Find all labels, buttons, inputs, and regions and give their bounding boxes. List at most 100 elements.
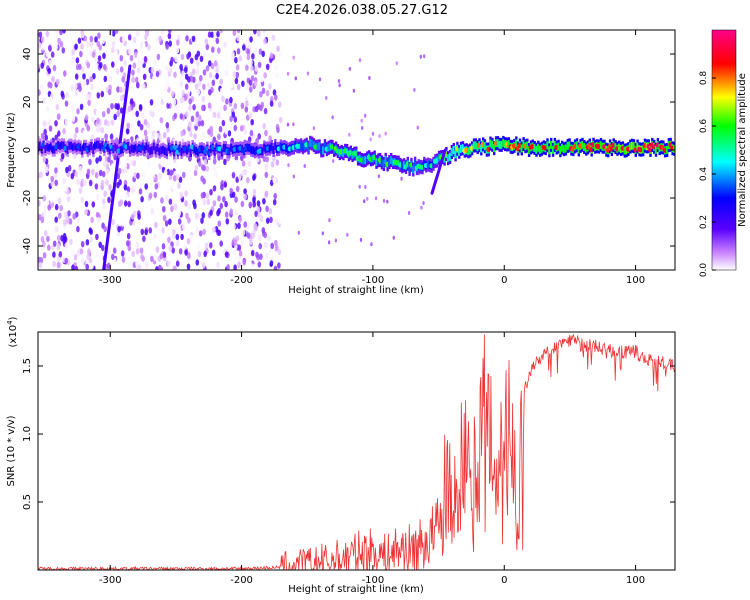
- heatmap-cell: [159, 266, 164, 270]
- heatmap-cell: [195, 68, 200, 75]
- heatmap-cell: [260, 76, 264, 83]
- snr-y-label: SNR (10 * v/v): [6, 415, 17, 486]
- heatmap-cell: [218, 175, 222, 183]
- heatmap-cell: [71, 250, 75, 257]
- heatmap-cell: [161, 227, 165, 234]
- heatmap-cell: [127, 34, 132, 41]
- heatmap-cell: [452, 146, 455, 154]
- heatmap-cell: [180, 264, 185, 270]
- heatmap-cell: [60, 153, 65, 160]
- heatmap-cell: [224, 128, 229, 135]
- heatmap-cell: [78, 63, 82, 70]
- heatmap-cell: [236, 48, 241, 55]
- heatmap-cell: [98, 155, 102, 162]
- y-tick-label: 0.5: [22, 494, 33, 510]
- heatmap-cell: [57, 197, 62, 205]
- heatmap-cell: [71, 104, 75, 111]
- heatmap-cell: [564, 144, 568, 153]
- heatmap-cell: [323, 142, 327, 151]
- heatmap-cell: [84, 208, 88, 216]
- heatmap-cell: [84, 142, 88, 151]
- heatmap-cell: [204, 242, 209, 249]
- heatmap-cell: [480, 144, 483, 153]
- heatmap-cell: [101, 141, 104, 150]
- heatmap-cell: [182, 108, 186, 116]
- heatmap-cell: [207, 128, 211, 135]
- heatmap-cell: [237, 116, 242, 124]
- heatmap-cell: [154, 146, 158, 155]
- heatmap-cell: [362, 156, 365, 165]
- heatmap-cell: [88, 257, 93, 264]
- heatmap-cell: [131, 69, 135, 76]
- heatmap-cell: [331, 115, 334, 120]
- heatmap-cell: [476, 143, 479, 152]
- heatmap-cell: [254, 105, 259, 113]
- heatmap-cell: [147, 144, 150, 153]
- heatmap-cell: [105, 168, 110, 175]
- heatmap-cell: [104, 215, 108, 222]
- heatmap-cell: [254, 65, 259, 72]
- heatmap-cell: [136, 172, 140, 179]
- heatmap-cell: [249, 208, 253, 215]
- heatmap-cell: [234, 77, 239, 85]
- heatmap-cell: [38, 214, 42, 221]
- heatmap-cell: [195, 259, 200, 266]
- heatmap-cell: [149, 266, 153, 270]
- heatmap-cell: [232, 71, 237, 78]
- heatmap-cell: [140, 220, 144, 227]
- heatmap-cell: [159, 134, 163, 142]
- heatmap-cell: [140, 253, 144, 261]
- heatmap-cell: [90, 134, 95, 141]
- heatmap-cell: [179, 192, 184, 199]
- heatmap-cell: [255, 251, 259, 258]
- heatmap-cell: [117, 226, 121, 233]
- heatmap-cell: [41, 97, 46, 105]
- heatmap-cell: [278, 50, 283, 58]
- heatmap-cell: [253, 30, 257, 35]
- heatmap-cell: [50, 51, 55, 58]
- heatmap-cell: [249, 36, 253, 43]
- heatmap-cell: [248, 112, 253, 119]
- heatmap-cell: [221, 95, 225, 103]
- heatmap-cell: [277, 241, 282, 248]
- heatmap-cell: [184, 66, 188, 74]
- heatmap-cell: [416, 125, 419, 130]
- heatmap-cell: [165, 242, 169, 249]
- heatmap-cell: [109, 133, 114, 140]
- heatmap-cell: [87, 99, 91, 107]
- heatmap-cell: [211, 46, 215, 53]
- heatmap-cell: [236, 30, 241, 34]
- heatmap-cell: [38, 31, 43, 38]
- heatmap-cell: [194, 213, 199, 220]
- heatmap-cell: [197, 80, 202, 87]
- heatmap-cell: [275, 159, 280, 166]
- heatmap-cell: [251, 53, 255, 60]
- heatmap-cell: [106, 262, 111, 269]
- heatmap-cell: [105, 179, 109, 186]
- heatmap-cell: [74, 89, 79, 96]
- heatmap-cell: [102, 203, 106, 210]
- heatmap-cell: [270, 142, 273, 151]
- heatmap-cell: [132, 166, 137, 174]
- heatmap-cell: [62, 128, 66, 135]
- heatmap-cell: [47, 81, 52, 88]
- heatmap-cell: [76, 249, 81, 257]
- y-tick-label: 40: [22, 48, 33, 61]
- heatmap-cell: [264, 190, 269, 197]
- heatmap-cell: [257, 225, 262, 232]
- heatmap-cell: [557, 142, 560, 151]
- heatmap-cell: [318, 77, 322, 82]
- heatmap-cell: [102, 198, 106, 205]
- heatmap-cell: [489, 139, 492, 148]
- heatmap-cell: [277, 262, 281, 269]
- heatmap-cell: [85, 239, 90, 246]
- heatmap-cell: [54, 43, 58, 51]
- colorbar-tick-label: 0.8: [699, 71, 709, 86]
- heatmap-cell: [166, 102, 170, 109]
- heatmap-cell: [173, 107, 178, 114]
- heatmap-cell: [202, 52, 207, 59]
- heatmap-cell: [143, 129, 148, 136]
- heatmap-cell: [145, 261, 149, 268]
- heatmap-cell: [162, 145, 165, 154]
- heatmap-cell: [123, 162, 128, 169]
